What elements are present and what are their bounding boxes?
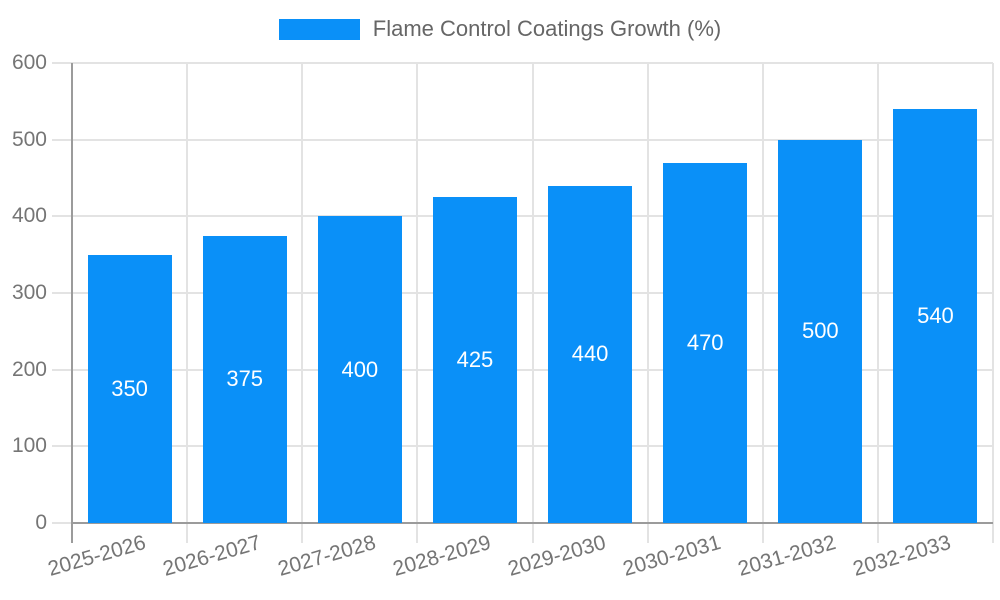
legend: Flame Control Coatings Growth (%) [0,16,1000,42]
gridline-y [52,138,993,141]
gridline-y [52,292,993,294]
gridline-y [52,445,993,448]
bar[interactable] [778,139,863,523]
gridline-y [52,368,993,371]
gridline-x [876,63,879,543]
y-axis-line [71,63,73,543]
bar[interactable] [87,254,172,523]
bar[interactable] [663,162,748,523]
y-axis-tick-label: 400 [11,204,47,228]
bar[interactable] [548,185,633,523]
y-axis-tick-label: 0 [35,511,47,534]
gridline-y [52,62,993,64]
bar-value-label: 440 [571,341,609,367]
bar-value-label: 500 [801,318,839,344]
gridline-x [531,63,534,543]
y-axis-tick-label: 200 [11,357,47,381]
gridline-y-tick [52,522,72,524]
gridline-x [992,63,994,543]
y-axis-tick-label: 600 [11,51,47,74]
gridline-y [52,215,993,218]
gridline-x [646,63,649,543]
bar-value-label: 350 [111,375,148,401]
y-axis-tick-label: 100 [11,434,47,458]
gridline-x [186,63,189,543]
y-axis-tick-label: 300 [11,281,47,304]
legend-swatch [278,18,360,40]
gridline-x [761,63,764,543]
bar-value-label: 425 [456,347,494,373]
bar[interactable] [202,235,287,523]
bar-value-label: 400 [341,356,379,382]
gridline-x [416,63,419,543]
legend-item[interactable]: Flame Control Coatings Growth (%) [278,16,722,42]
bar-value-label: 470 [686,329,724,355]
y-axis-tick-label: 500 [11,127,47,151]
x-axis-line [71,522,993,524]
gridline-x [301,63,304,543]
bar[interactable] [317,216,402,523]
bar-value-label: 540 [917,303,954,328]
bar-value-label: 375 [226,366,264,392]
bar[interactable] [893,109,978,523]
bar[interactable] [432,197,517,523]
legend-label: Flame Control Coatings Growth (%) [372,16,722,41]
